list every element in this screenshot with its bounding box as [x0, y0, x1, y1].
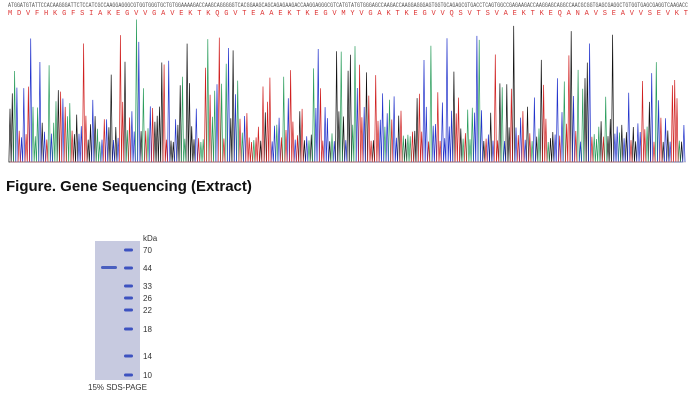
sequencing-caption: Figure. Gene Sequencing (Extract) — [6, 178, 252, 195]
nucleotide-sequence: ATGGATGTATTCCACAAGGGATTCTCCATCGCCAAGGAGG… — [8, 2, 688, 9]
marker-label: 18 — [143, 325, 152, 334]
ladder-band — [124, 308, 133, 312]
ladder-band — [124, 354, 133, 358]
gel: 70 44 33 26 22 18 14 10 kDa 15% SDS-PAGE — [88, 234, 158, 392]
gel-lane-background — [95, 241, 140, 380]
marker-label: 44 — [143, 264, 152, 273]
marker-label: 26 — [143, 294, 152, 303]
sample-band — [101, 266, 117, 269]
gel-caption: 15% SDS-PAGE — [88, 383, 147, 392]
trace — [10, 35, 686, 163]
marker-label: 22 — [143, 306, 152, 315]
ladder: 70 44 33 26 22 18 14 10 — [124, 246, 152, 380]
gel-unit: kDa — [143, 234, 158, 243]
ladder-band — [124, 248, 133, 252]
marker-label: 14 — [143, 352, 152, 361]
marker-label: 70 — [143, 246, 152, 255]
marker-label: 33 — [143, 282, 152, 291]
ladder-band — [124, 327, 133, 331]
amino-acid-sequence: M D V F H K G F S I A K E G V V G A V E … — [8, 10, 688, 18]
marker-label: 10 — [143, 371, 152, 380]
ladder-band — [124, 373, 133, 377]
ladder-band — [124, 296, 133, 300]
chromatogram — [8, 19, 686, 163]
ladder-band — [124, 266, 133, 270]
ladder-band — [124, 284, 133, 288]
